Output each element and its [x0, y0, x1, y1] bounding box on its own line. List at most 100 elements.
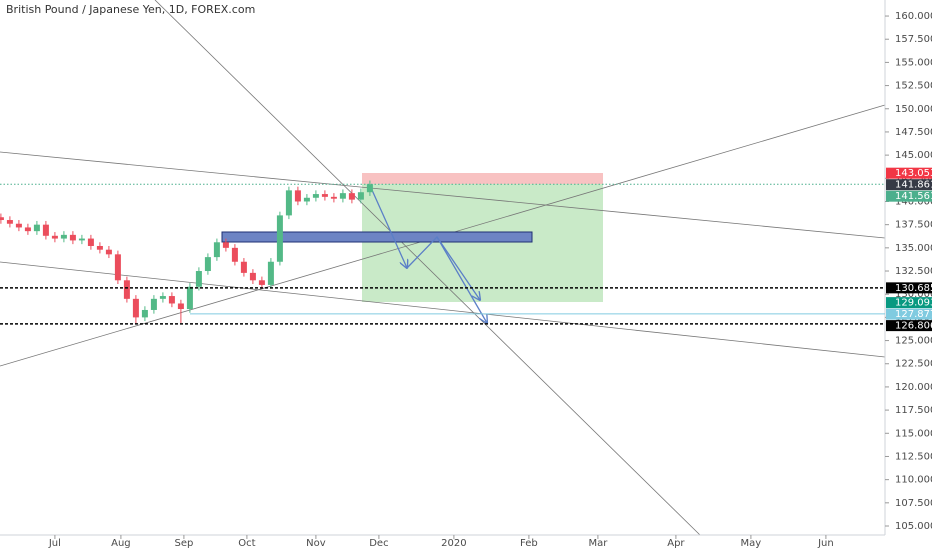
candle-body [78, 238, 85, 241]
price-label: 141.861 [895, 180, 932, 191]
candle-body [186, 286, 193, 310]
x-tick-label: May [741, 538, 762, 549]
candle-body [24, 227, 31, 232]
candle-body [51, 235, 58, 239]
candle-body [366, 184, 373, 193]
y-tick-label: 105.000 [895, 521, 932, 532]
x-tick-label: Nov [306, 538, 326, 549]
price-label: 126.806 [895, 321, 932, 332]
candle-body [276, 215, 283, 262]
price-label-box [886, 297, 932, 309]
candle-body [357, 192, 364, 200]
y-tick-label: 125.000 [895, 336, 932, 347]
path-arrow [436, 236, 487, 323]
candle-body [69, 234, 76, 241]
y-tick-label: 107.500 [895, 498, 932, 509]
candle-body [222, 242, 229, 248]
y-tick-label: 122.500 [895, 359, 932, 370]
candle-body [267, 261, 274, 285]
price-label: 141.561 [895, 191, 932, 202]
x-tick-label: Jul [48, 538, 61, 549]
y-tick-label: 142.500 [895, 173, 932, 184]
stop-zone [362, 173, 603, 184]
y-tick-label: 150.000 [895, 104, 932, 115]
y-tick-label: 135.000 [895, 243, 932, 254]
candle-body [231, 247, 238, 262]
candle-body [87, 238, 94, 246]
chart-title: British Pound / Japanese Yen, 1D, FOREX.… [6, 3, 255, 16]
y-tick-label: 160.000 [895, 11, 932, 22]
x-tick-label: Feb [520, 538, 538, 549]
trend-line [0, 261, 886, 358]
x-tick-label: Apr [667, 538, 685, 549]
candle-body [285, 190, 292, 216]
resistance-box [221, 231, 533, 243]
target-zone [362, 184, 603, 302]
y-tick-label: 115.000 [895, 428, 932, 439]
y-tick-label: 155.000 [895, 57, 932, 68]
y-tick-label: 145.000 [895, 150, 932, 161]
y-tick-label: 140.000 [895, 196, 932, 207]
candle-body [0, 217, 4, 221]
price-label-box [886, 179, 932, 191]
candle-body [195, 271, 202, 287]
candle-body [339, 193, 346, 199]
candle-body [159, 296, 166, 299]
candle-body [33, 224, 40, 232]
y-tick-label: 132.500 [895, 266, 932, 277]
price-label-box [886, 190, 932, 202]
price-label-box [886, 308, 932, 320]
candle-body [6, 220, 13, 224]
candle-body [141, 309, 148, 318]
price-label: 127.877 [895, 309, 932, 320]
candle-body [150, 298, 157, 310]
candle-body [60, 234, 67, 239]
y-tick-label: 152.500 [895, 81, 932, 92]
price-label-box [886, 167, 932, 179]
trend-line [154, 0, 701, 536]
x-tick-label: 2020 [441, 538, 466, 549]
candle-body [294, 190, 301, 202]
y-tick-label: 130.000 [895, 289, 932, 300]
candle-body [321, 194, 328, 197]
y-tick-label: 112.500 [895, 451, 932, 462]
y-tick-label: 157.500 [895, 34, 932, 45]
y-tick-label: 110.000 [895, 475, 932, 486]
drawings [0, 0, 886, 536]
candle-body [303, 197, 310, 202]
price-label-box [886, 320, 932, 332]
x-tick-label: Mar [588, 538, 608, 549]
candle-body [114, 254, 121, 281]
candle-body [240, 261, 247, 273]
y-tick-label: 120.000 [895, 382, 932, 393]
x-tick-label: Oct [238, 538, 255, 549]
candle-body [258, 280, 265, 285]
candle-body [123, 280, 130, 299]
y-tick-label: 117.500 [895, 405, 932, 416]
y-tick-label: 147.500 [895, 127, 932, 138]
x-tick-label: Dec [369, 538, 388, 549]
path-arrow [371, 189, 407, 268]
candle-body [105, 249, 112, 255]
candle-body [177, 303, 184, 310]
candle-body [312, 194, 319, 198]
price-label: 129.093 [895, 298, 932, 309]
candle-body [213, 242, 220, 258]
candle-body [96, 245, 103, 250]
candle-body [168, 296, 175, 304]
candle-body [132, 298, 139, 318]
candle-body [15, 223, 22, 228]
price-label: 130.685 [895, 283, 932, 294]
price-label-box [886, 282, 932, 294]
x-tick-label: Jun [817, 538, 834, 549]
price-label: 143.053 [895, 168, 932, 179]
x-tick-label: Sep [174, 538, 193, 549]
candle-body [249, 272, 256, 281]
x-tick-label: Aug [111, 538, 131, 549]
candle-body [42, 224, 49, 236]
y-tick-label: 137.500 [895, 220, 932, 231]
candle-body [204, 257, 211, 272]
candle-body [348, 193, 355, 200]
candle-body [330, 196, 337, 199]
